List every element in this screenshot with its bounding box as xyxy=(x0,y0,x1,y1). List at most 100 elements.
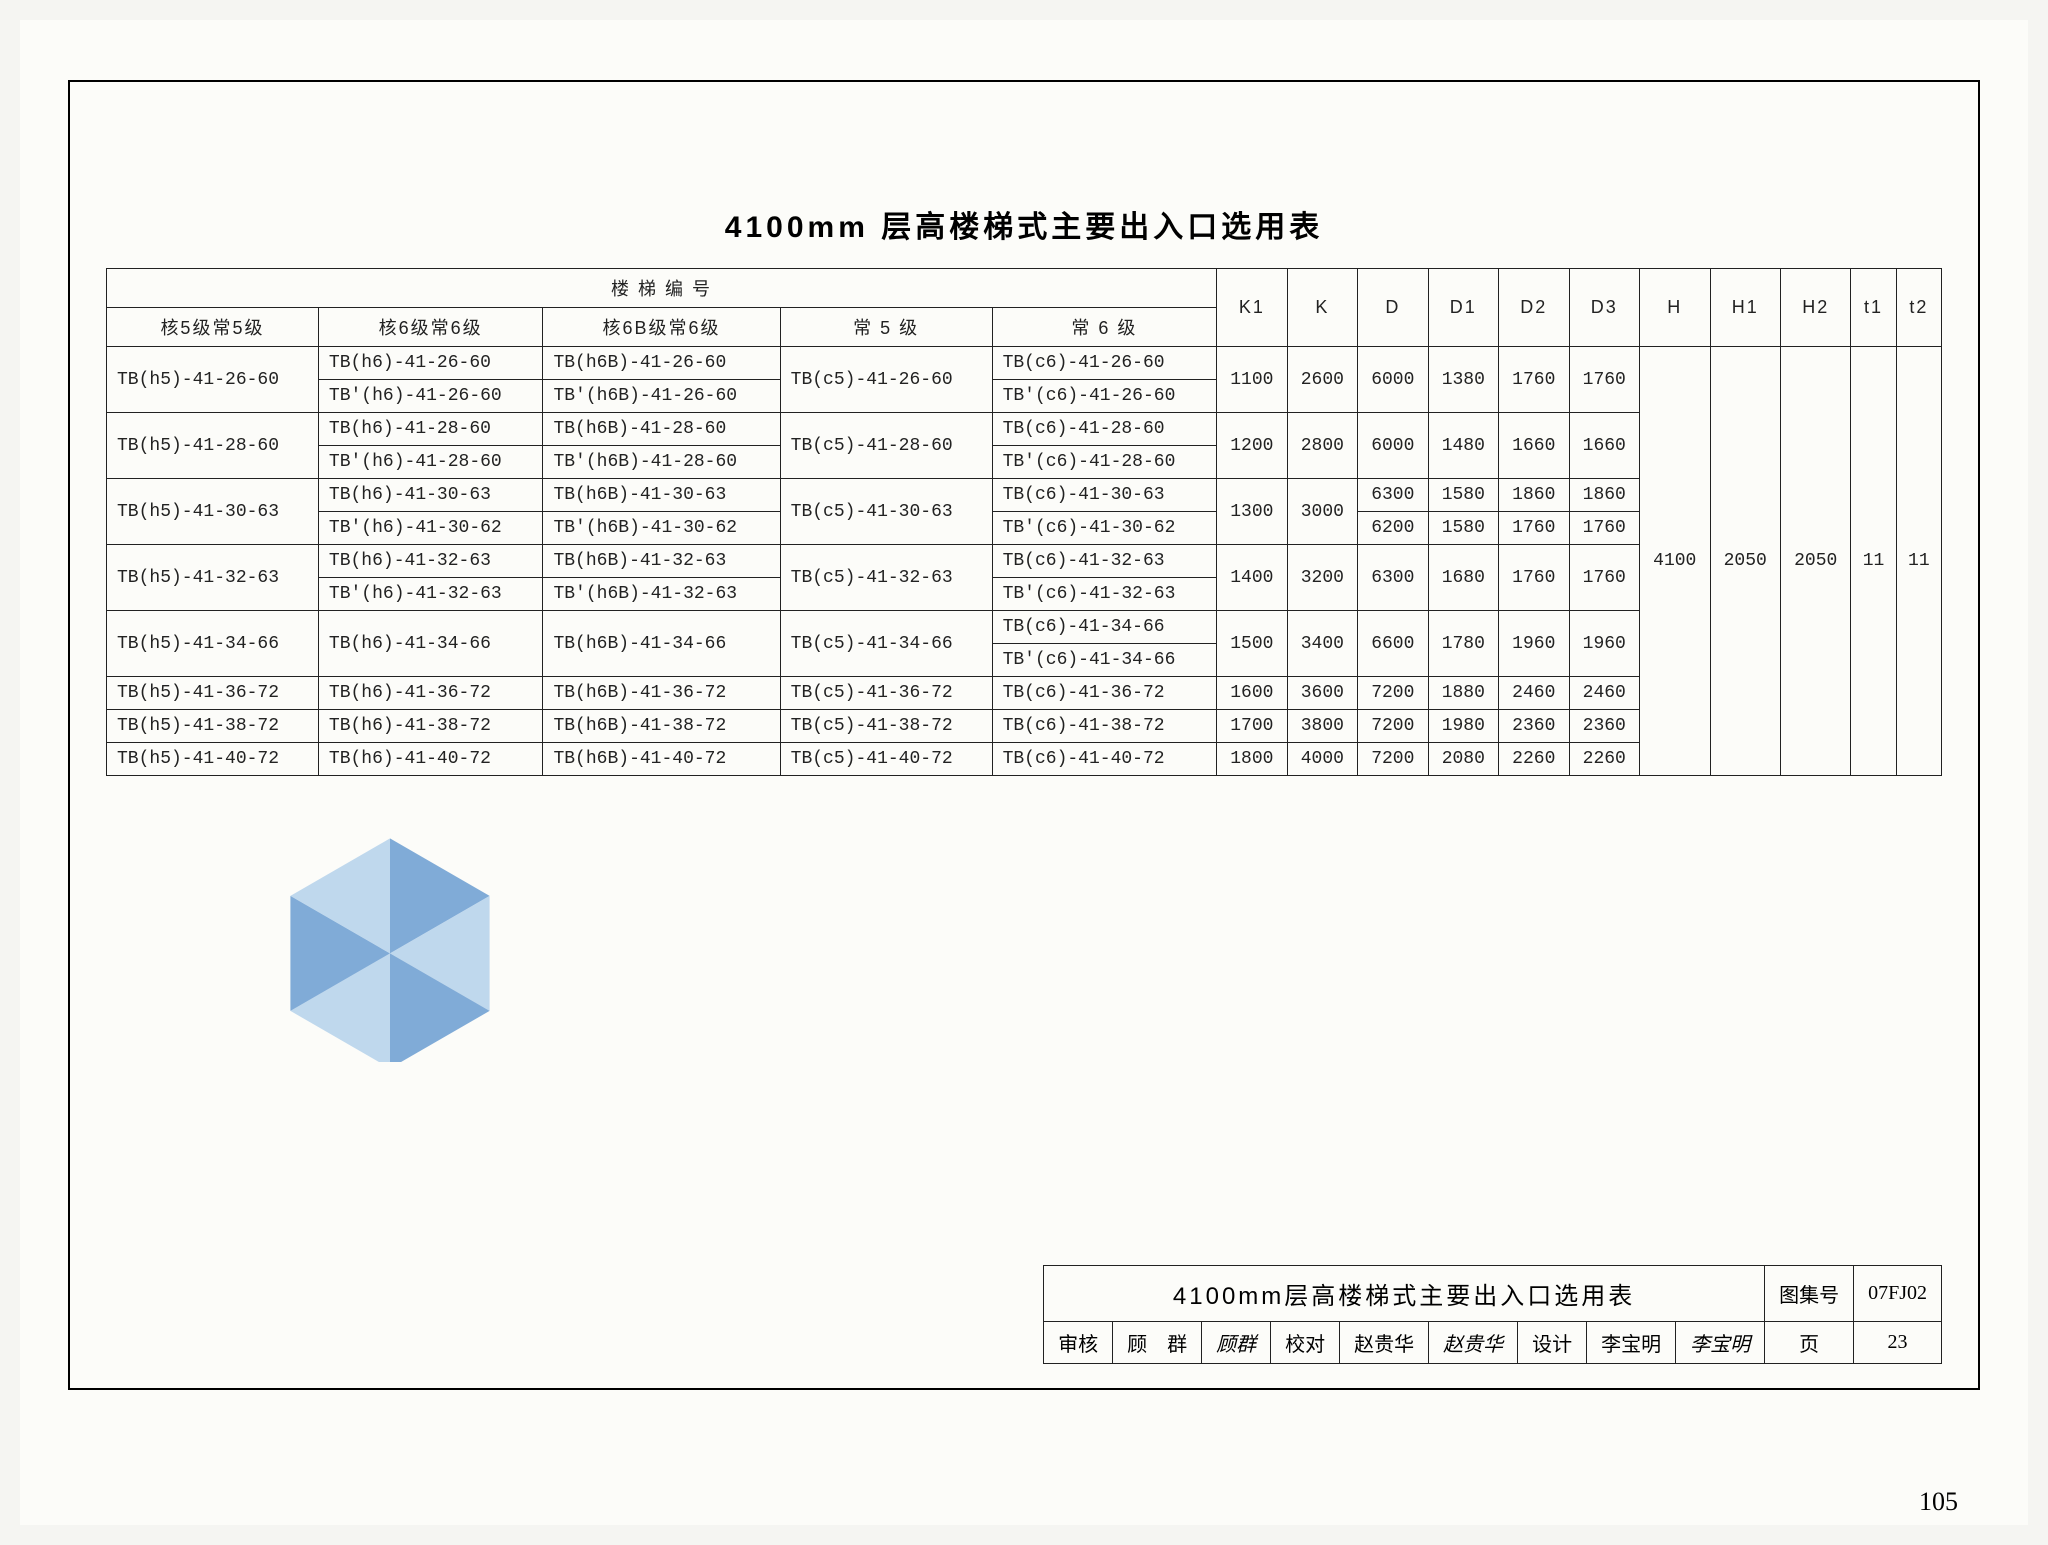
cell-shared-t1: 11 xyxy=(1851,347,1896,776)
cell-c5: TB(c5)-41-36-72 xyxy=(780,677,992,710)
sub-h6: 核6级常6级 xyxy=(318,308,543,347)
cell-h5: TB(h5)-41-28-60 xyxy=(107,413,319,479)
cell-h5: TB(h5)-41-34-66 xyxy=(107,611,319,677)
tb-checker: 赵贵华 xyxy=(1340,1322,1429,1364)
col-t1: t1 xyxy=(1851,269,1896,347)
cell-param: 1760 xyxy=(1569,347,1639,413)
cell-param: 1660 xyxy=(1499,413,1569,479)
col-d3: D3 xyxy=(1569,269,1639,347)
cell-param: 1580 xyxy=(1428,512,1498,545)
cell-param: 2800 xyxy=(1287,413,1357,479)
cell-param: 2360 xyxy=(1569,710,1639,743)
cell-h6b: TB(h6B)-41-28-60 xyxy=(543,413,780,446)
cell-h6b: TB(h6B)-41-38-72 xyxy=(543,710,780,743)
page-number: 105 xyxy=(1919,1487,1958,1517)
cell-param: 1980 xyxy=(1428,710,1498,743)
cell-shared-t2: 11 xyxy=(1896,347,1941,776)
cell-param: 1700 xyxy=(1217,710,1287,743)
cell-c6: TB(c6)-41-34-66 xyxy=(992,611,1217,644)
title-block: 4100mm层高楼梯式主要出入口选用表 图集号 07FJ02 审核 顾 群 顾群… xyxy=(1043,1265,1942,1364)
cell-param: 1600 xyxy=(1217,677,1287,710)
cell-param: 3400 xyxy=(1287,611,1357,677)
cell-param: 6000 xyxy=(1358,413,1428,479)
cell-h6: TB'(h6)-41-28-60 xyxy=(318,446,543,479)
cell-param: 1580 xyxy=(1428,479,1498,512)
cell-h6: TB(h6)-41-30-63 xyxy=(318,479,543,512)
tb-reviewer-sig: 顾群 xyxy=(1202,1322,1271,1364)
cell-h6b: TB(h6B)-41-32-63 xyxy=(543,545,780,578)
col-t2: t2 xyxy=(1896,269,1941,347)
cell-h6: TB(h6)-41-34-66 xyxy=(318,611,543,677)
cell-param: 6300 xyxy=(1358,479,1428,512)
col-h1: H1 xyxy=(1710,269,1780,347)
cell-shared-H2: 2050 xyxy=(1780,347,1850,776)
tb-atlas-no: 07FJ02 xyxy=(1854,1266,1942,1322)
cell-c6: TB(c6)-41-40-72 xyxy=(992,743,1217,776)
cell-param: 2600 xyxy=(1287,347,1357,413)
cell-c5: TB(c5)-41-26-60 xyxy=(780,347,992,413)
table-title: 4100mm 层高楼梯式主要出入口选用表 xyxy=(106,202,1942,246)
selection-table: 楼 梯 编 号 K1 K D D1 D2 D3 H H1 H2 t1 t2 核5… xyxy=(106,268,1942,776)
cell-param: 6300 xyxy=(1358,545,1428,611)
cell-param: 2260 xyxy=(1499,743,1569,776)
cell-param: 1760 xyxy=(1569,512,1639,545)
cell-param: 3800 xyxy=(1287,710,1357,743)
cell-c5: TB(c5)-41-40-72 xyxy=(780,743,992,776)
cell-param: 1200 xyxy=(1217,413,1287,479)
cell-param: 4000 xyxy=(1287,743,1357,776)
cell-param: 1100 xyxy=(1217,347,1287,413)
tb-check-label: 校对 xyxy=(1271,1322,1340,1364)
sub-h5: 核5级常5级 xyxy=(107,308,319,347)
cell-h6b: TB'(h6B)-41-28-60 xyxy=(543,446,780,479)
sub-h6b: 核6B级常6级 xyxy=(543,308,780,347)
sub-c6: 常 6 级 xyxy=(992,308,1217,347)
cell-param: 1800 xyxy=(1217,743,1287,776)
tb-designer: 李宝明 xyxy=(1587,1322,1676,1364)
cell-h6b: TB(h6B)-41-26-60 xyxy=(543,347,780,380)
cell-c5: TB(c5)-41-28-60 xyxy=(780,413,992,479)
cell-param: 1380 xyxy=(1428,347,1498,413)
cell-h6b: TB(h6B)-41-34-66 xyxy=(543,611,780,677)
cell-h6: TB(h6)-41-32-63 xyxy=(318,545,543,578)
cell-param: 1760 xyxy=(1499,347,1569,413)
cell-param: 3200 xyxy=(1287,545,1357,611)
cell-h6: TB'(h6)-41-26-60 xyxy=(318,380,543,413)
sub-c5: 常 5 级 xyxy=(780,308,992,347)
cell-param: 1860 xyxy=(1569,479,1639,512)
col-h: H xyxy=(1640,269,1710,347)
cell-param: 1960 xyxy=(1569,611,1639,677)
cell-param: 3600 xyxy=(1287,677,1357,710)
tb-design-label: 设计 xyxy=(1518,1322,1587,1364)
cell-h6b: TB'(h6B)-41-26-60 xyxy=(543,380,780,413)
cell-h6: TB(h6)-41-26-60 xyxy=(318,347,543,380)
cell-h6: TB'(h6)-41-32-63 xyxy=(318,578,543,611)
col-k1: K1 xyxy=(1217,269,1287,347)
cell-param: 7200 xyxy=(1358,677,1428,710)
cell-c5: TB(c5)-41-32-63 xyxy=(780,545,992,611)
cell-h6b: TB'(h6B)-41-32-63 xyxy=(543,578,780,611)
cell-shared-H: 4100 xyxy=(1640,347,1710,776)
cell-param: 1400 xyxy=(1217,545,1287,611)
cell-param: 1760 xyxy=(1499,545,1569,611)
cell-param: 1780 xyxy=(1428,611,1498,677)
cell-param: 3000 xyxy=(1287,479,1357,545)
cell-c6: TB(c6)-41-38-72 xyxy=(992,710,1217,743)
cell-param: 1660 xyxy=(1569,413,1639,479)
cell-param: 2080 xyxy=(1428,743,1498,776)
page: 4100mm 层高楼梯式主要出入口选用表 楼 梯 编 号 K1 K D D1 D… xyxy=(20,20,2028,1525)
cell-param: 1500 xyxy=(1217,611,1287,677)
col-d2: D2 xyxy=(1499,269,1569,347)
cell-h6: TB(h6)-41-28-60 xyxy=(318,413,543,446)
cell-param: 2260 xyxy=(1569,743,1639,776)
col-d1: D1 xyxy=(1428,269,1498,347)
cell-param: 1760 xyxy=(1569,545,1639,611)
cell-param: 2460 xyxy=(1499,677,1569,710)
tb-reviewer: 顾 群 xyxy=(1113,1322,1202,1364)
cell-c6: TB(c6)-41-28-60 xyxy=(992,413,1217,446)
cell-c6: TB(c6)-41-32-63 xyxy=(992,545,1217,578)
cell-param: 1880 xyxy=(1428,677,1498,710)
table-body: TB(h5)-41-26-60TB(h6)-41-26-60TB(h6B)-41… xyxy=(107,347,1942,776)
cell-c6: TB'(c6)-41-28-60 xyxy=(992,446,1217,479)
cell-param: 7200 xyxy=(1358,743,1428,776)
cell-shared-H1: 2050 xyxy=(1710,347,1780,776)
